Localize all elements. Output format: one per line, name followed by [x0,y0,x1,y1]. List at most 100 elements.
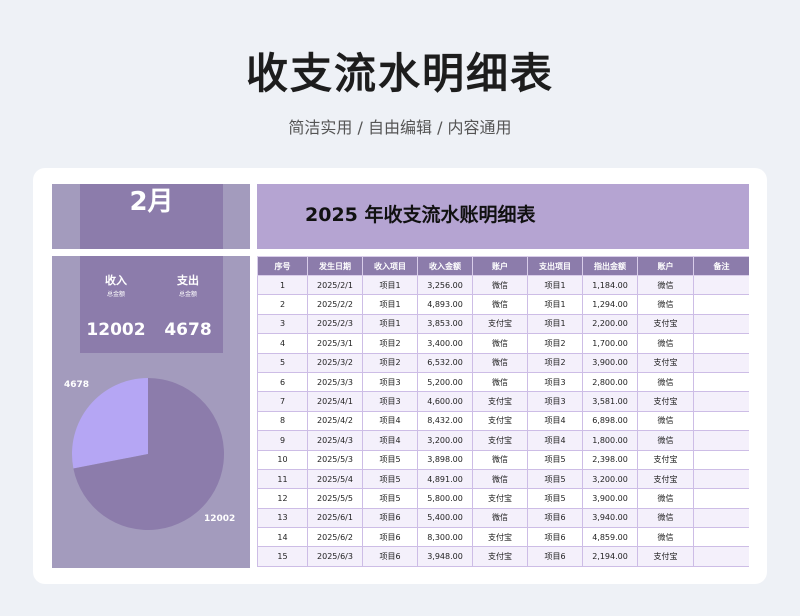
table-cell[interactable]: 支付宝 [472,391,528,412]
table-cell[interactable]: 2025/5/3 [307,449,363,470]
table-cell[interactable]: 项目4 [362,410,418,432]
table-cell[interactable]: 微信 [472,333,528,354]
table-cell[interactable]: 1,800.00 [582,430,638,451]
table-cell[interactable]: 项目6 [362,527,418,548]
table-cell[interactable]: 支付宝 [637,468,694,490]
table-cell[interactable]: 3,200.00 [582,468,638,490]
table-cell[interactable]: 项目3 [362,391,418,412]
column-header[interactable]: 账户 [472,256,528,276]
table-cell[interactable]: 支付宝 [637,352,694,373]
table-cell[interactable]: 9 [257,430,308,451]
table-cell[interactable]: 2025/5/5 [307,488,363,509]
column-header[interactable]: 指出金额 [582,256,638,276]
table-cell[interactable]: 项目5 [527,449,583,470]
table-cell[interactable]: 5 [257,352,308,373]
table-cell[interactable]: 微信 [472,371,528,393]
table-cell[interactable]: 4 [257,333,308,354]
column-header[interactable]: 账户 [637,256,694,276]
table-cell[interactable]: 3,200.00 [417,430,473,451]
table-cell[interactable]: 15 [257,546,308,567]
table-cell[interactable]: 3,256.00 [417,274,473,296]
table-cell[interactable] [693,449,749,470]
table-cell[interactable]: 项目3 [527,371,583,393]
table-cell[interactable]: 微信 [637,488,694,509]
table-cell[interactable]: 微信 [637,294,694,315]
table-cell[interactable]: 2025/3/1 [307,333,363,354]
table-cell[interactable]: 3 [257,313,308,335]
table-cell[interactable]: 项目2 [362,352,418,373]
table-cell[interactable] [693,391,749,412]
table-cell[interactable]: 2025/4/2 [307,410,363,432]
table-cell[interactable]: 3,948.00 [417,546,473,567]
table-cell[interactable]: 微信 [637,333,694,354]
month-cell[interactable] [80,184,223,249]
table-cell[interactable]: 2025/3/2 [307,352,363,373]
table-cell[interactable]: 支付宝 [472,527,528,548]
table-cell[interactable]: 2025/2/2 [307,294,363,315]
column-header[interactable]: 支出项目 [527,256,583,276]
table-cell[interactable]: 微信 [472,449,528,470]
table-cell[interactable]: 项目3 [362,371,418,393]
table-cell[interactable] [693,371,749,393]
column-header[interactable]: 收入项目 [362,256,418,276]
column-header[interactable]: 收入金额 [417,256,473,276]
table-cell[interactable]: 支付宝 [472,410,528,432]
table-cell[interactable]: 4,893.00 [417,294,473,315]
table-cell[interactable]: 微信 [637,274,694,296]
table-cell[interactable]: 11 [257,468,308,490]
table-cell[interactable]: 支付宝 [472,313,528,335]
table-cell[interactable]: 8 [257,410,308,432]
table-cell[interactable]: 项目5 [362,488,418,509]
table-cell[interactable] [693,527,749,548]
table-cell[interactable]: 项目6 [527,507,583,529]
table-cell[interactable]: 微信 [637,410,694,432]
table-cell[interactable]: 3,581.00 [582,391,638,412]
table-cell[interactable]: 项目1 [362,294,418,315]
table-cell[interactable]: 项目5 [362,449,418,470]
table-cell[interactable]: 3,898.00 [417,449,473,470]
table-cell[interactable]: 2025/3/3 [307,371,363,393]
table-cell[interactable]: 2 [257,294,308,315]
table-cell[interactable]: 3,900.00 [582,352,638,373]
table-cell[interactable]: 微信 [637,507,694,529]
table-cell[interactable]: 支付宝 [637,391,694,412]
table-cell[interactable]: 微信 [472,507,528,529]
table-cell[interactable]: 微信 [472,294,528,315]
table-cell[interactable]: 微信 [472,468,528,490]
column-header[interactable]: 序号 [257,256,308,276]
table-cell[interactable]: 支付宝 [472,430,528,451]
table-cell[interactable] [693,313,749,335]
table-cell[interactable]: 2025/6/2 [307,527,363,548]
table-cell[interactable] [693,294,749,315]
table-cell[interactable]: 微信 [472,274,528,296]
table-cell[interactable] [693,430,749,451]
table-cell[interactable]: 项目1 [527,294,583,315]
table-cell[interactable]: 12 [257,488,308,509]
table-cell[interactable]: 6,532.00 [417,352,473,373]
table-cell[interactable]: 微信 [472,352,528,373]
table-cell[interactable]: 项目1 [527,274,583,296]
table-cell[interactable]: 项目4 [527,430,583,451]
table-cell[interactable]: 6,898.00 [582,410,638,432]
table-cell[interactable]: 1,184.00 [582,274,638,296]
table-cell[interactable]: 项目5 [362,468,418,490]
table-cell[interactable]: 2025/2/1 [307,274,363,296]
column-header[interactable]: 备注 [693,256,749,276]
table-cell[interactable]: 3,853.00 [417,313,473,335]
table-cell[interactable]: 1 [257,274,308,296]
table-cell[interactable]: 3,900.00 [582,488,638,509]
table-cell[interactable] [693,274,749,296]
table-cell[interactable]: 6 [257,371,308,393]
table-cell[interactable]: 5,400.00 [417,507,473,529]
table-cell[interactable]: 1,700.00 [582,333,638,354]
table-cell[interactable]: 5,200.00 [417,371,473,393]
table-cell[interactable]: 项目6 [527,527,583,548]
table-cell[interactable]: 2,398.00 [582,449,638,470]
table-cell[interactable]: 项目3 [527,391,583,412]
table-cell[interactable]: 2025/2/3 [307,313,363,335]
table-cell[interactable]: 项目2 [527,352,583,373]
table-cell[interactable]: 4,600.00 [417,391,473,412]
table-cell[interactable]: 5,800.00 [417,488,473,509]
table-cell[interactable]: 微信 [637,527,694,548]
table-cell[interactable]: 3,400.00 [417,333,473,354]
